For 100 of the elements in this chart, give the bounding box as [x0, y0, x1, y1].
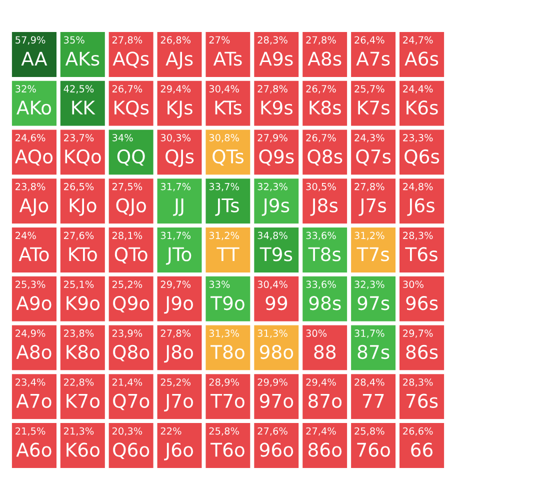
data-label: 32,3%: [354, 280, 384, 290]
data-label: 26,7%: [306, 85, 336, 94]
data-label: 28,4%: [354, 378, 384, 387]
data-label: 32,3%: [258, 182, 288, 192]
annotation: JJ: [173, 198, 184, 216]
annotation: T8s: [308, 247, 341, 262]
data-label: 29,9%: [258, 378, 288, 387]
data-label: 27,6%: [258, 427, 288, 436]
annotation: 88: [314, 344, 336, 360]
data-label: 26,8%: [160, 36, 191, 45]
data-label: 29,4%: [160, 85, 191, 94]
data-label: 35%: [64, 36, 84, 44]
annotation: ATo: [18, 247, 49, 262]
annotation: KJs: [168, 100, 192, 118]
data-label: 23,8%: [64, 330, 94, 338]
data-label: 27,8%: [306, 36, 336, 45]
data-label: 33%: [209, 280, 230, 288]
data-label: 27,5%: [112, 182, 142, 192]
annotation: T6s: [405, 247, 438, 262]
annotation: T8o: [210, 344, 244, 360]
annotation: KTo: [69, 247, 97, 262]
annotation: T7s: [356, 247, 389, 262]
annotation: J8o: [164, 344, 193, 363]
annotation: A8o: [16, 344, 52, 360]
annotation: 87s: [358, 344, 390, 360]
data-label: 24,9%: [16, 330, 46, 338]
annotation: K9o: [66, 296, 100, 310]
annotation: J7o: [164, 394, 193, 412]
annotation: KQo: [65, 149, 101, 166]
data-label: 24,3%: [354, 134, 384, 142]
data-label: 22,8%: [64, 378, 94, 387]
data-label: 25,1%: [64, 280, 94, 290]
annotation: 76o: [357, 442, 390, 457]
data-label: 28,9%: [209, 378, 239, 387]
annotation: Q7s: [356, 149, 391, 166]
data-label: 24,4%: [403, 85, 433, 94]
data-label: 24,7%: [403, 36, 433, 45]
annotation: Q8o: [113, 344, 150, 362]
annotation: Q7o: [113, 394, 150, 410]
annotation: A8s: [308, 52, 342, 66]
data-label: 24,6%: [16, 134, 46, 142]
annotation: AJo: [19, 198, 48, 216]
data-label: 23,7%: [64, 134, 94, 142]
data-label: 21,4%: [112, 378, 142, 387]
data-label: 23,3%: [403, 134, 433, 142]
annotation: A9s: [259, 52, 293, 66]
data-label: 24,8%: [403, 182, 433, 192]
data-label: 33,6%: [306, 280, 336, 290]
annotation: 76s: [406, 394, 438, 408]
data-label: 27,8%: [258, 85, 288, 94]
annotation: A9o: [16, 296, 52, 310]
annotation: JTo: [166, 247, 192, 265]
data-label: 30,3%: [160, 134, 191, 142]
data-label: 20,3%: [112, 427, 142, 436]
annotation: 87o: [308, 394, 342, 408]
data-label: 24%: [16, 232, 36, 240]
data-label: 23,9%: [112, 330, 142, 338]
annotation: K8s: [310, 100, 341, 115]
data-label: 27,4%: [306, 427, 336, 436]
annotation: 86s: [406, 344, 438, 360]
annotation: K6o: [66, 442, 100, 457]
data-label: 28,3%: [403, 378, 433, 387]
annotation: J6s: [407, 198, 434, 216]
data-label: 27,6%: [64, 232, 94, 240]
data-label: 30,5%: [306, 182, 336, 192]
data-label: 31,2%: [209, 232, 239, 240]
annotation: Q8s: [308, 149, 342, 166]
data-label: 27,9%: [258, 134, 288, 142]
annotation: T7o: [210, 394, 244, 408]
annotation: AKs: [65, 52, 100, 66]
annotation: 97o: [260, 394, 294, 408]
annotation: 96s: [406, 296, 438, 310]
annotation: AQo: [15, 149, 53, 166]
data-label: 31,7%: [160, 232, 191, 240]
data-label: 28,1%: [112, 232, 142, 240]
data-label: 31,3%: [209, 330, 239, 338]
data-label: 42,5%: [64, 85, 94, 94]
data-label: 57,9%: [16, 36, 46, 45]
data-label: 33,6%: [306, 232, 336, 240]
data-label: 27,8%: [354, 182, 384, 192]
annotation: ATs: [213, 52, 242, 66]
annotation: T9s: [260, 247, 292, 262]
data-label: 32%: [16, 85, 36, 92]
annotation: AQs: [112, 52, 149, 68]
data-label: 25,2%: [160, 378, 191, 387]
data-label: 25,3%: [16, 280, 46, 290]
data-label: 25,8%: [354, 427, 384, 436]
annotation: T6o: [210, 442, 244, 457]
annotation: 97s: [358, 296, 390, 310]
annotation: QTs: [212, 149, 244, 166]
data-label: 33,7%: [209, 182, 239, 192]
annotation: J9o: [164, 296, 193, 314]
data-label: 26,6%: [403, 427, 433, 436]
data-label: 25,7%: [354, 85, 384, 94]
annotation: 66: [411, 442, 433, 457]
data-label: 34,8%: [258, 232, 288, 240]
data-label: 29,7%: [160, 280, 191, 290]
annotation: KJo: [70, 198, 96, 216]
annotation: 86o: [308, 442, 342, 457]
annotation: Q6o: [113, 442, 150, 460]
